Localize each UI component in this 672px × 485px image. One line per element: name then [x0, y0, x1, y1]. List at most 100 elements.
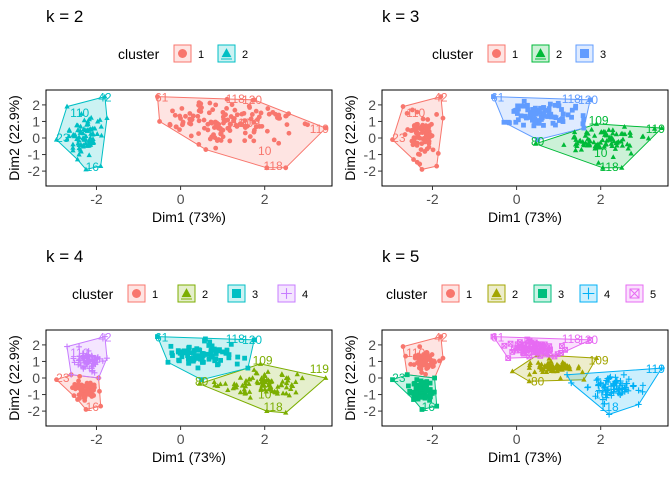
- legend-key-shape: [232, 289, 241, 298]
- point-label: 42: [98, 90, 112, 104]
- data-point: [412, 380, 418, 386]
- data-point: [604, 378, 612, 386]
- point-label: 119: [646, 122, 665, 136]
- y-tick-label: -2: [28, 163, 41, 179]
- data-point: [226, 352, 232, 358]
- data-point: [278, 382, 285, 388]
- data-point: [428, 394, 433, 400]
- data-point: [414, 159, 420, 165]
- data-point: [507, 340, 514, 347]
- data-point: [68, 371, 75, 378]
- point-label: 42: [434, 330, 448, 344]
- data-point: [247, 394, 253, 400]
- data-point: [509, 368, 516, 374]
- data-point: [218, 138, 224, 143]
- data-point: [584, 384, 591, 391]
- legend: cluster 1 2 3 4 5: [386, 284, 656, 303]
- data-point: [265, 106, 271, 111]
- x-tick-label: -2: [90, 191, 103, 207]
- data-point: [232, 384, 238, 390]
- data-point: [213, 102, 219, 108]
- data-point: [286, 111, 292, 117]
- data-point: [531, 116, 537, 121]
- data-point: [82, 397, 88, 403]
- data-point: [198, 101, 204, 107]
- data-point: [262, 386, 268, 392]
- data-point: [53, 136, 60, 142]
- cluster-hull-3: [156, 336, 255, 381]
- point-label: 61: [155, 90, 169, 104]
- data-point: [192, 347, 198, 353]
- point-label: 10: [258, 388, 272, 402]
- data-point: [593, 121, 600, 126]
- data-point: [211, 125, 217, 130]
- point-label: 110: [406, 106, 425, 120]
- legend-label: 2: [556, 49, 562, 61]
- point-label: 110: [406, 346, 425, 360]
- data-point: [537, 347, 544, 353]
- point-label: 118: [264, 400, 283, 414]
- data-point: [258, 376, 264, 381]
- data-point: [323, 125, 329, 131]
- point-labels-2: 109 80: [531, 354, 609, 389]
- data-point: [220, 349, 225, 355]
- legend-title: cluster: [118, 46, 160, 62]
- legend-key-shape: [538, 289, 547, 298]
- point-label: 16: [86, 400, 100, 414]
- data-point: [581, 376, 587, 382]
- data-point: [434, 112, 440, 117]
- data-point: [390, 377, 395, 383]
- point-label: 42: [98, 330, 112, 344]
- data-point: [78, 111, 85, 116]
- legend-key-shape: [181, 288, 192, 298]
- cluster-points-2: [509, 351, 600, 384]
- data-point: [285, 375, 291, 380]
- data-point: [246, 376, 252, 382]
- point-label: 16: [86, 160, 100, 174]
- legend-key-1: [487, 44, 506, 63]
- data-point: [425, 362, 431, 368]
- data-point: [187, 120, 192, 126]
- data-point: [86, 142, 92, 148]
- data-point: [91, 369, 98, 376]
- legend-title: cluster: [432, 46, 474, 62]
- data-point: [536, 120, 542, 126]
- data-point: [587, 337, 594, 343]
- data-point: [201, 351, 207, 357]
- data-point: [561, 142, 567, 147]
- data-point: [242, 130, 248, 136]
- data-point: [434, 163, 440, 169]
- data-point: [623, 380, 631, 387]
- data-point: [66, 133, 72, 139]
- data-point: [264, 165, 270, 171]
- y-tick-label: 0: [368, 130, 376, 146]
- legend-key-shape: [446, 289, 455, 298]
- data-point: [196, 380, 203, 386]
- data-point: [536, 118, 542, 123]
- data-point: [279, 378, 286, 384]
- data-point: [593, 377, 600, 384]
- data-point: [569, 107, 575, 113]
- data-point: [247, 105, 253, 110]
- data-point: [426, 134, 432, 140]
- data-point: [543, 369, 550, 375]
- data-point: [581, 125, 587, 131]
- data-point: [426, 144, 432, 150]
- data-point: [526, 365, 532, 370]
- data-point: [557, 375, 564, 381]
- data-point: [588, 126, 595, 132]
- data-point: [400, 344, 406, 349]
- y-axis-title: Dim2 (22.9%): [6, 335, 22, 421]
- data-point: [414, 131, 420, 137]
- data-point: [618, 389, 625, 397]
- data-point: [86, 365, 93, 372]
- data-point: [208, 354, 214, 359]
- data-point: [610, 154, 616, 160]
- data-point: [440, 355, 446, 361]
- data-point: [98, 132, 105, 138]
- data-point: [437, 358, 442, 364]
- point-label: 119: [646, 362, 665, 376]
- data-point: [251, 119, 257, 125]
